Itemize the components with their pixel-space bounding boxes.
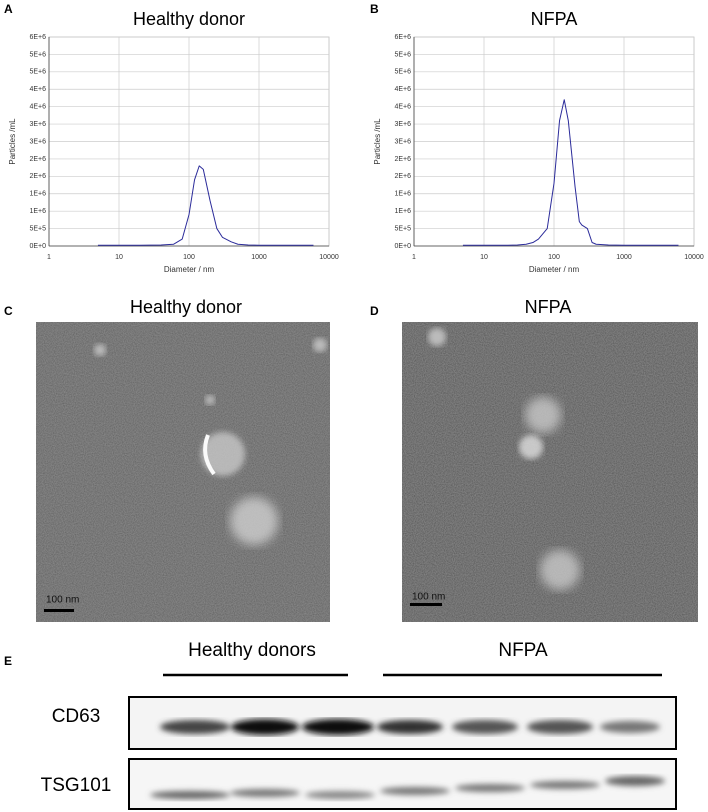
y-tick-label: 6E+6 [394,34,411,41]
x-tick-label: 1000 [616,254,632,261]
panel-label: B [370,2,379,16]
x-tick-label: 1000 [251,254,267,261]
y-tick-label: 3E+6 [29,138,46,145]
scale-bar-label: 100 nm [46,595,79,606]
blot-cd63 [128,696,677,750]
panel-label: C [4,304,13,318]
y-tick-label: 0E+0 [394,243,411,250]
y-tick-label: 2E+6 [29,156,46,163]
group-label: Healthy donors [188,640,316,661]
y-tick-label: 4E+6 [394,104,411,111]
em-image-c [36,322,330,622]
y-tick-label: 4E+6 [29,86,46,93]
x-tick-label: 10000 [684,254,704,261]
y-tick-label: 5E+6 [394,51,411,58]
y-axis-title: Particles /mL [373,118,382,165]
y-tick-label: 3E+6 [394,138,411,145]
y-tick-label: 5E+5 [29,225,46,232]
y-tick-label: 5E+5 [394,225,411,232]
data-line [97,165,314,246]
chart-title: Healthy donor [133,9,245,29]
data-line [462,99,679,246]
panel-label: D [370,304,379,318]
em-image-d [402,322,698,622]
y-tick-label: 4E+6 [394,86,411,93]
panel-title: Healthy donor [130,297,242,317]
group-label: NFPA [498,640,548,661]
y-tick-label: 3E+6 [29,121,46,128]
y-tick-label: 6E+6 [29,34,46,41]
panel-label: E [4,654,12,668]
blot-tsg101 [128,758,677,810]
x-axis-title: Diameter / nm [164,265,215,274]
y-tick-label: 2E+6 [29,173,46,180]
y-tick-label: 2E+6 [394,156,411,163]
x-tick-label: 10000 [319,254,339,261]
y-tick-label: 0E+0 [29,243,46,250]
y-tick-label: 3E+6 [394,121,411,128]
x-axis-title: Diameter / nm [529,265,580,274]
panel-title: NFPA [525,297,572,317]
scale-bar-label: 100 nm [412,592,445,603]
y-tick-label: 1E+6 [394,208,411,215]
y-tick-label: 2E+6 [394,173,411,180]
y-tick-label: 5E+6 [29,51,46,58]
x-tick-label: 1 [412,254,416,261]
x-tick-label: 1 [47,254,51,261]
y-tick-label: 5E+6 [29,69,46,76]
row-label: TSG101 [41,775,112,796]
x-tick-label: 100 [183,254,195,261]
chart-title: NFPA [531,9,578,29]
row-label: CD63 [52,706,101,727]
x-tick-label: 100 [548,254,560,261]
panel-label: A [4,2,13,16]
x-tick-label: 10 [480,254,488,261]
y-tick-label: 1E+6 [29,191,46,198]
y-tick-label: 1E+6 [394,191,411,198]
y-tick-label: 5E+6 [394,69,411,76]
x-tick-label: 10 [115,254,123,261]
y-tick-label: 4E+6 [29,104,46,111]
y-axis-title: Particles /mL [8,118,17,165]
y-tick-label: 1E+6 [29,208,46,215]
